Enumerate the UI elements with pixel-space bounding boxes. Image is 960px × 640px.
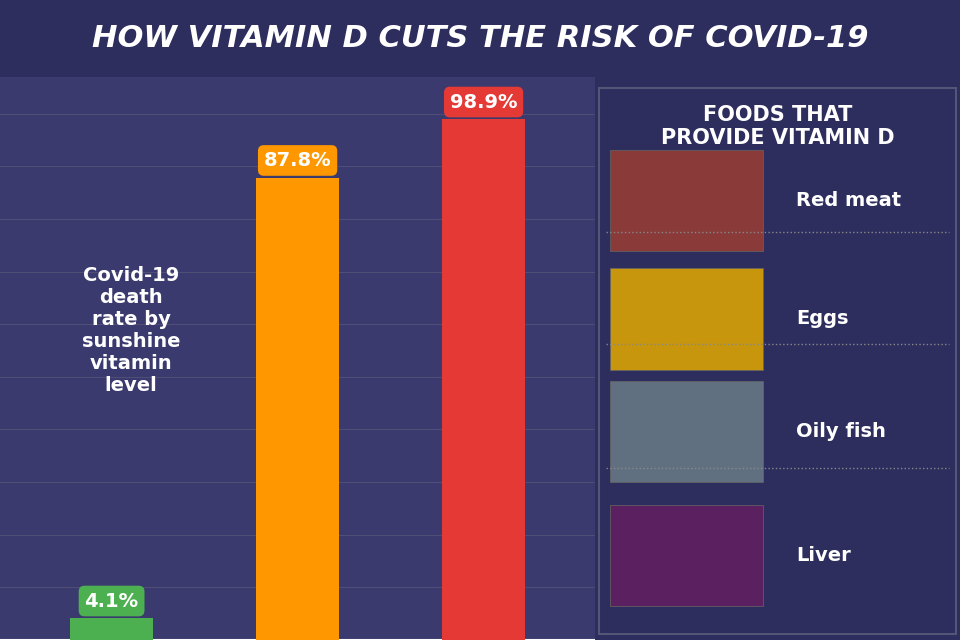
FancyBboxPatch shape bbox=[610, 505, 763, 606]
Bar bbox=[442, 120, 525, 640]
FancyBboxPatch shape bbox=[610, 268, 763, 370]
Text: 4.1%: 4.1% bbox=[84, 591, 138, 611]
Text: Eggs: Eggs bbox=[796, 310, 849, 328]
Bar bbox=[255, 178, 340, 640]
Text: Covid-19
death
rate by
sunshine
vitamin
level: Covid-19 death rate by sunshine vitamin … bbox=[82, 266, 180, 395]
Bar bbox=[70, 618, 154, 640]
FancyBboxPatch shape bbox=[610, 381, 763, 483]
Text: HOW VITAMIN D CUTS THE RISK OF COVID-19: HOW VITAMIN D CUTS THE RISK OF COVID-19 bbox=[92, 24, 868, 53]
Text: Liver: Liver bbox=[796, 546, 851, 565]
Text: Oily fish: Oily fish bbox=[796, 422, 886, 441]
Text: FOODS THAT
PROVIDE VITAMIN D: FOODS THAT PROVIDE VITAMIN D bbox=[660, 105, 895, 148]
Text: 87.8%: 87.8% bbox=[264, 151, 331, 170]
Text: 98.9%: 98.9% bbox=[450, 93, 517, 111]
Text: Red meat: Red meat bbox=[796, 191, 901, 210]
FancyBboxPatch shape bbox=[610, 150, 763, 252]
